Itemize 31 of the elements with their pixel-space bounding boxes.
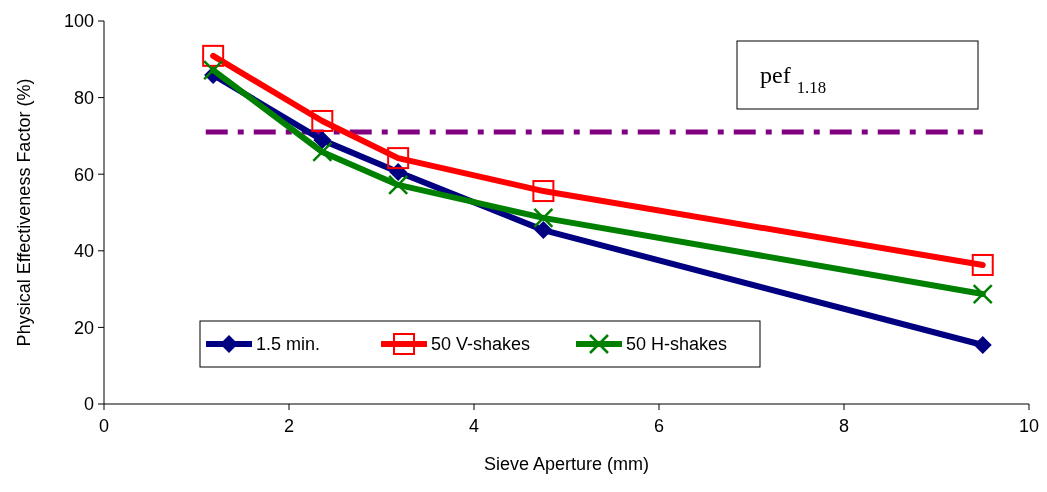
y-tick-label: 40	[73, 241, 94, 262]
legend-label: 1.5 min.	[256, 334, 321, 355]
point	[313, 131, 332, 150]
x-tick-label: 0	[98, 416, 110, 436]
point	[202, 59, 224, 81]
point	[533, 207, 554, 229]
point	[312, 141, 333, 163]
x-tick-label: 8	[838, 416, 850, 436]
point	[973, 336, 992, 355]
legend-label: 50 H-shakes	[626, 334, 728, 355]
y-tick-label: 100	[63, 11, 94, 32]
point	[311, 109, 334, 132]
x-tick-label: 4	[468, 416, 480, 436]
x-tick-label: 2	[283, 416, 295, 436]
point	[202, 44, 225, 67]
x-axis-title: Sieve Aperture (mm)	[483, 454, 650, 474]
x-tick-label: 10	[1018, 416, 1040, 436]
y-axis-title: Physical Effectiveness Factor (%)	[14, 78, 34, 347]
y-tick-label: 60	[73, 164, 94, 185]
point	[972, 283, 993, 305]
y-tick-label: 20	[73, 317, 94, 338]
y-tick-label: 0	[83, 394, 94, 415]
point	[532, 180, 555, 203]
y-tick-label: 80	[73, 87, 94, 108]
legend-label: 50 V-shakes	[431, 334, 531, 355]
point	[387, 147, 410, 170]
annotation: pef $_{1.18}$	[760, 62, 827, 97]
point	[971, 253, 994, 276]
x-tick-label: 6	[653, 416, 665, 436]
point	[534, 221, 553, 240]
point	[387, 174, 409, 196]
